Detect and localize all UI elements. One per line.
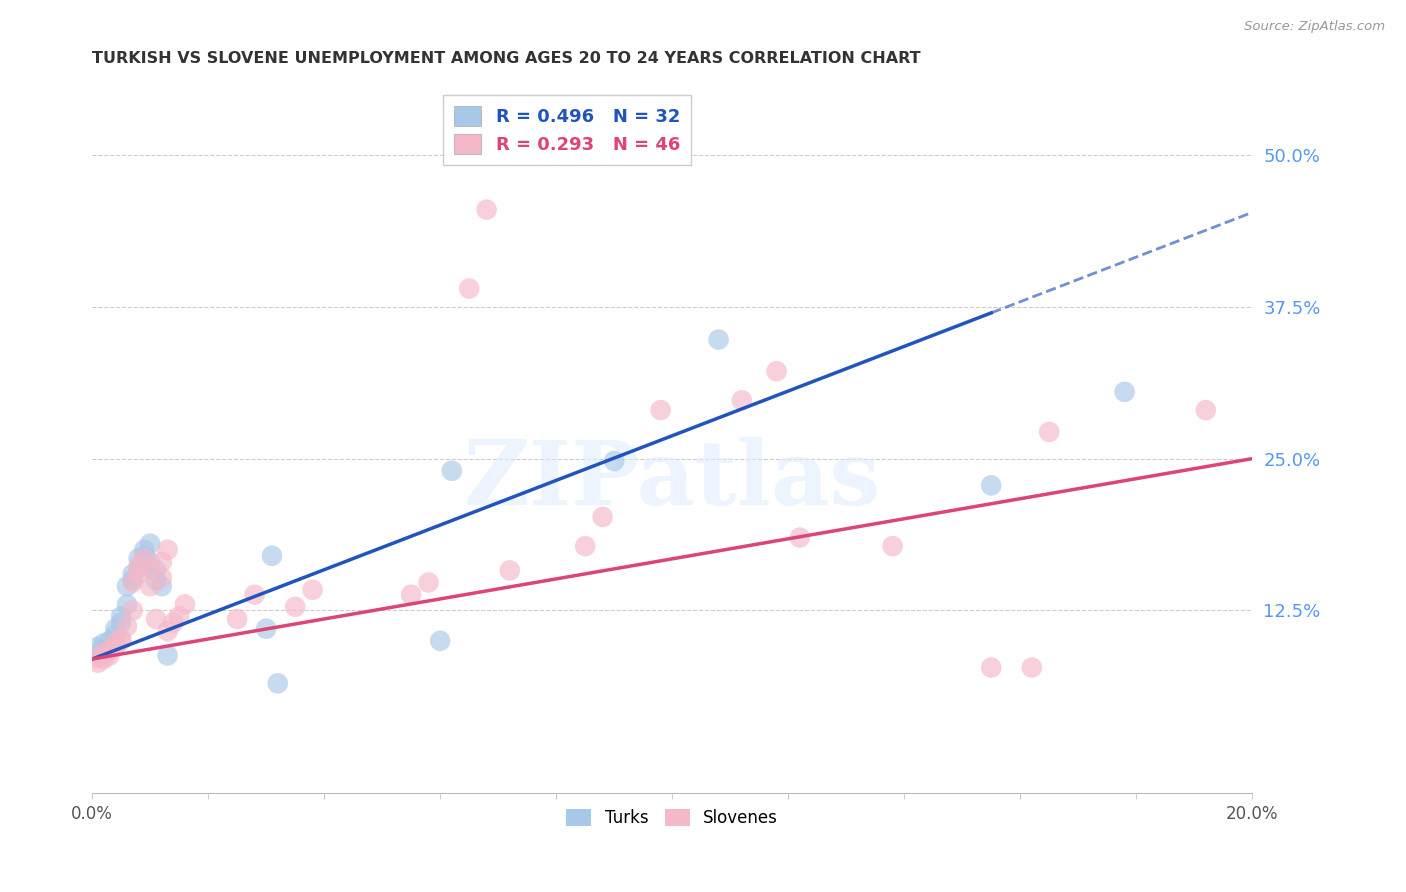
Point (1038, 425, 1060, 439)
Point (499, 563, 522, 577)
Text: Source: ZipAtlas.com: Source: ZipAtlas.com (1244, 20, 1385, 33)
Point (87, 656, 110, 670)
Point (150, 555, 173, 569)
Text: TURKISH VS SLOVENE UNEMPLOYMENT AMONG AGES 20 TO 24 YEARS CORRELATION CHART: TURKISH VS SLOVENE UNEMPLOYMENT AMONG AG… (93, 51, 921, 66)
Point (134, 551, 156, 566)
Point (475, 202, 498, 217)
Point (156, 648, 179, 663)
Point (128, 561, 150, 575)
Point (156, 624, 179, 639)
Point (139, 579, 162, 593)
Point (93, 652, 115, 666)
Point (603, 454, 626, 468)
Point (145, 563, 167, 577)
Point (115, 579, 138, 593)
Point (429, 633, 451, 648)
Point (145, 612, 167, 626)
Point (87, 646, 110, 660)
Point (980, 478, 1002, 492)
Text: ZIPatlas: ZIPatlas (464, 436, 882, 524)
Point (104, 628, 127, 642)
Point (104, 640, 127, 654)
Point (139, 536, 162, 550)
Point (139, 561, 162, 575)
Point (121, 573, 143, 587)
Point (121, 603, 143, 617)
Point (458, 282, 481, 296)
Point (267, 676, 290, 690)
Point (110, 609, 132, 624)
Point (98, 633, 121, 648)
Point (104, 622, 127, 636)
Point (150, 571, 173, 585)
Point (128, 567, 150, 582)
Point (104, 636, 127, 650)
Point (260, 549, 283, 563)
Point (1021, 660, 1043, 674)
Point (226, 612, 249, 626)
Point (98, 648, 121, 663)
Point (93, 643, 115, 657)
Point (139, 555, 162, 569)
Point (98, 643, 121, 657)
Point (115, 619, 138, 633)
Point (134, 542, 156, 557)
Point (121, 575, 143, 590)
Point (650, 403, 672, 417)
Point (789, 531, 811, 545)
Point (440, 464, 463, 478)
Point (156, 542, 179, 557)
Point (707, 333, 730, 347)
Legend: Turks, Slovenes: Turks, Slovenes (560, 803, 785, 834)
Point (93, 636, 115, 650)
Point (167, 609, 190, 624)
Point (399, 588, 422, 602)
Point (87, 650, 110, 665)
Point (592, 510, 614, 524)
Point (1114, 384, 1136, 399)
Point (110, 615, 132, 630)
Point (1195, 403, 1218, 417)
Point (980, 660, 1002, 674)
Point (284, 599, 307, 614)
Point (254, 622, 277, 636)
Point (128, 558, 150, 573)
Point (110, 632, 132, 646)
Point (93, 646, 115, 660)
Point (731, 393, 754, 408)
Point (765, 364, 787, 378)
Point (162, 615, 184, 630)
Point (243, 588, 266, 602)
Point (134, 549, 156, 563)
Point (110, 633, 132, 648)
Point (145, 573, 167, 587)
Point (882, 539, 904, 553)
Point (418, 575, 440, 590)
Point (87, 640, 110, 654)
Point (574, 539, 596, 553)
Point (150, 579, 173, 593)
Point (128, 551, 150, 566)
Point (301, 582, 323, 597)
Point (174, 598, 197, 612)
Point (121, 567, 143, 582)
Point (115, 598, 138, 612)
